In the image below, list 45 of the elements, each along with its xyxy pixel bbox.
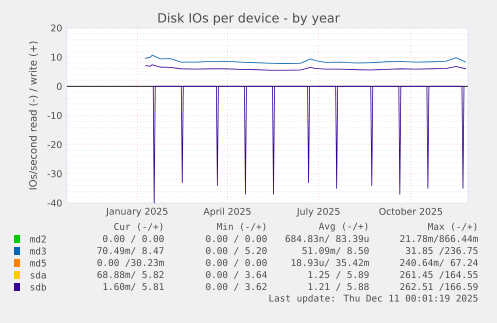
legend-label: md2 bbox=[30, 235, 46, 243]
chart-title: Disk IOs per device - by year bbox=[158, 12, 340, 26]
text: 0.00 / 5.20 bbox=[206, 247, 267, 255]
legend-label: sdb bbox=[30, 283, 46, 291]
legend-label: md5 bbox=[30, 259, 46, 267]
text: 0.00 / 0.00 bbox=[103, 235, 164, 243]
text: 1.21 / 5.88 bbox=[308, 283, 369, 291]
text: 684.83n/ 83.39u bbox=[286, 235, 368, 243]
text: 68.88m/ 5.82 bbox=[97, 271, 164, 279]
y-tick-label: 20 bbox=[51, 24, 62, 32]
legend-label: md3 bbox=[30, 247, 46, 255]
text: 262.51 /166.59 bbox=[400, 283, 478, 291]
text: 21.78m/866.44m bbox=[400, 235, 478, 243]
text: Avg (-/+) bbox=[318, 222, 368, 232]
y-tick-label: -30 bbox=[48, 170, 62, 178]
text: 0.00 /30.23m bbox=[97, 259, 164, 267]
line-series bbox=[152, 86, 464, 204]
text: 0.00 / 0.00 bbox=[206, 259, 267, 267]
text: 70.49m/ 8.47 bbox=[97, 247, 164, 255]
x-tick-label: July 2025 bbox=[296, 208, 340, 217]
text: 1.25 / 5.89 bbox=[308, 271, 369, 279]
y-tick-label: 0 bbox=[56, 82, 62, 90]
text: 0.00 / 0.00 bbox=[206, 235, 267, 243]
text: 261.45 /164.55 bbox=[400, 271, 478, 279]
x-tick-label: October 2025 bbox=[379, 208, 442, 215]
text: 0.00 / 3.62 bbox=[206, 283, 266, 291]
text: Min (-/+) bbox=[217, 222, 266, 232]
y-tick-label: 10 bbox=[51, 54, 62, 61]
text: 1.60m/ 5.81 bbox=[104, 283, 164, 291]
y-tick-label: -40 bbox=[48, 199, 62, 207]
x-tick-label: April 2025 bbox=[203, 208, 251, 217]
text: 51.09m/ 8.50 bbox=[302, 247, 369, 255]
y-tick-label: -10 bbox=[48, 112, 62, 120]
text: Last update: Thu Dec 11 00:01:19 2025 bbox=[269, 294, 478, 304]
text: 18.93u/ 35.42m bbox=[292, 259, 369, 267]
y-tick-label: -20 bbox=[48, 141, 62, 148]
line-series bbox=[144, 54, 466, 64]
text: 0.00 / 3.64 bbox=[206, 271, 267, 279]
text: 240.64m/ 67.24 bbox=[400, 259, 478, 267]
legend-label: sda bbox=[30, 271, 46, 279]
text: 31.85 /236.75 bbox=[406, 247, 478, 255]
x-tick-label: January 2025 bbox=[106, 208, 168, 217]
y-axis-title: IOs/second read (-) / write (+) bbox=[28, 42, 38, 190]
text: Cur (-/+) bbox=[114, 222, 162, 232]
text: Max (-/+) bbox=[428, 222, 476, 232]
